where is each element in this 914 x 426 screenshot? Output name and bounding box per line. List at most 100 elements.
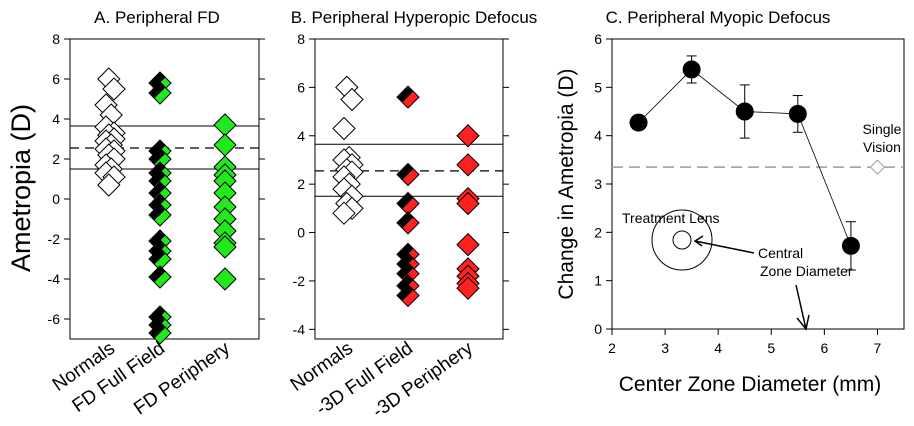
panel-a-point-2-1-shape: [213, 133, 237, 157]
panel-b-point-0-2: [332, 116, 356, 141]
central-zone-axis-pointer: [795, 284, 807, 330]
panel-b-ytick-label-0: -4: [293, 321, 306, 337]
panel-b-point-1-1-outline: [396, 162, 420, 187]
panel-b-point-1-0: [396, 85, 420, 109]
panel-c-ytick-label-2: 2: [594, 224, 602, 240]
panel-b-points: [332, 75, 480, 308]
panel-a-point-1-8: [148, 203, 172, 227]
panel-c: C. Peripheral Myopic Defocus Change in A…: [555, 8, 905, 396]
panel-a-points: [94, 67, 237, 345]
panel-c-point-3: [788, 104, 807, 123]
panel-a-point-0-1-shape: [102, 77, 126, 101]
panel-c-point-1: [682, 60, 701, 79]
panel-c-series: [629, 55, 860, 271]
panel-b-point-2-8-shape: [456, 276, 480, 300]
panel-c-xtick-label-5: 7: [874, 340, 882, 356]
panel-b-point-2-1: [456, 153, 480, 177]
panel-b-point-2-0-shape: [456, 124, 480, 148]
panel-b-point-2-3: [456, 191, 480, 216]
panel-c-frame: [611, 38, 905, 330]
panel-b-point-2-1-shape: [456, 153, 480, 177]
panel-a-ylabel: Ametropia (D): [6, 104, 36, 272]
panel-a-point-0-18: [97, 173, 121, 197]
panel-a-point-0-1: [102, 77, 126, 101]
single-vision-label-2: Vision: [863, 139, 901, 155]
panel-a-point-1-12-halves: [149, 266, 171, 288]
panel-a-point-2-10-shape: [213, 235, 237, 259]
panel-b-y-axis: -4 -2 0 2 4 6 8: [293, 31, 509, 337]
treatment-lens-central-zone: [672, 230, 692, 250]
panel-a-point-1-1-outline: [148, 81, 172, 105]
panel-b-point-1-3-outline: [396, 211, 420, 235]
panel-a-point-2-11-shape: [213, 267, 237, 291]
panel-a-ytick-label-7: 8: [52, 31, 60, 47]
panel-a-point-1-1: [148, 81, 172, 105]
panel-a-point-2-10: [213, 235, 237, 259]
panel-a-title: A. Peripheral FD: [94, 8, 220, 27]
panel-a-ytick-label-4: 2: [52, 151, 60, 167]
panel-a: A. Peripheral FD Ametropia (D) -6 -4 -2 0 2 4…: [6, 8, 265, 419]
panel-c-point-0: [629, 113, 648, 132]
panel-a-point-1-3: [148, 147, 172, 171]
panel-b-point-1-8: [396, 283, 420, 308]
panel-a-ytick-label-0: -6: [48, 311, 61, 327]
panel-b-title: B. Peripheral Hyperopic Defocus: [291, 8, 538, 27]
panel-b-point-0-2-shape: [332, 116, 356, 141]
panel-b-point-0-1-shape: [340, 87, 364, 112]
panel-b-ytick-label-2: 0: [297, 225, 305, 241]
treatment-lens-diagram: Treatment Lens Central Zone Diameter: [622, 209, 853, 331]
panel-c-xtick-label-1: 3: [661, 340, 669, 356]
panel-a-ytick-label-3: 0: [52, 191, 60, 207]
panel-b-point-0-1: [340, 87, 364, 112]
panel-b-point-1-1-halves: [397, 163, 419, 186]
panel-a-point-2-1: [213, 133, 237, 157]
panel-b-ytick-label-4: 4: [297, 128, 305, 144]
panel-a-point-1-6: [148, 181, 172, 205]
panel-a-ytick-label-5: 4: [52, 111, 60, 127]
single-vision-reference: Single Vision: [612, 121, 904, 175]
central-zone-label-1: Central: [758, 245, 803, 261]
panel-c-xtick-label-0: 2: [608, 340, 616, 356]
panel-b-ytick-label-6: 8: [297, 31, 305, 47]
central-zone-pointer: [694, 240, 755, 254]
panel-b-point-0-14-shape: [332, 201, 356, 225]
panel-c-ytick-label-5: 5: [594, 79, 602, 95]
panel-c-xlabel: Center Zone Diameter (mm): [619, 373, 882, 396]
central-zone-pointer-head: [693, 235, 704, 247]
panel-a-point-1-15-outline: [148, 321, 172, 345]
panel-c-point-2: [735, 102, 754, 121]
panel-b: B. Peripheral Hyperopic Defocus -4 -2 0 2 4 6…: [287, 8, 537, 422]
panel-c-point-4: [841, 236, 860, 255]
panel-c-ytick-label-6: 6: [594, 31, 602, 47]
panel-a-point-2-11: [213, 267, 237, 291]
panel-a-point-1-8-outline: [148, 203, 172, 227]
panel-c-ytick-label-3: 3: [594, 176, 602, 192]
panel-a-ytick-label-2: -2: [48, 231, 61, 247]
panel-c-xtick-label-3: 5: [767, 340, 775, 356]
panel-b-point-1-1: [396, 162, 420, 187]
panel-a-point-1-12: [148, 265, 172, 289]
central-zone-label-2: Zone Diameter: [760, 263, 853, 279]
panel-a-point-1-12-outline: [148, 265, 172, 289]
panel-a-point-2-0-shape: [213, 113, 237, 137]
panel-c-xtick-label-2: 4: [714, 340, 722, 356]
panel-b-category-label-2: -3D Periphery: [369, 338, 477, 423]
panel-b-ytick-label-3: 2: [297, 176, 305, 192]
treatment-lens-outer-ring: [651, 209, 713, 271]
panel-b-point-1-0-outline: [396, 85, 420, 109]
panel-a-ytick-label-6: 6: [52, 71, 60, 87]
panel-b-point-2-4: [456, 232, 480, 257]
panel-c-ytick-label-1: 1: [594, 273, 602, 289]
panel-c-ytick-label-0: 0: [594, 321, 602, 337]
panel-a-point-1-15: [148, 321, 172, 345]
panel-b-point-2-3-shape: [456, 191, 480, 216]
panel-c-ytick-label-4: 4: [594, 128, 602, 144]
panel-b-point-0-14: [332, 201, 356, 225]
panel-c-axes: 2 3 4 5 6 7 0 1 2 3 4 5 6: [594, 31, 881, 356]
panel-c-ylabel: Change in Ametropia (D): [555, 68, 578, 299]
panel-b-point-1-8-outline: [396, 283, 420, 308]
central-zone-axis-pointer-head: [796, 314, 810, 331]
panel-b-point-2-4-shape: [456, 232, 480, 257]
